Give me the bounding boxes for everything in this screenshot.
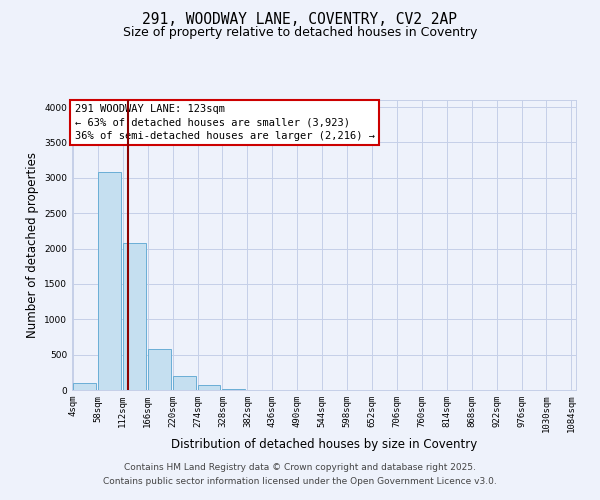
Bar (98, 172, 121, 390)
Text: 291, WOODWAY LANE, COVENTRY, CV2 2AP: 291, WOODWAY LANE, COVENTRY, CV2 2AP (143, 12, 458, 28)
Text: Size of property relative to detached houses in Coventry: Size of property relative to detached ho… (123, 26, 477, 39)
Bar (173, 376, 196, 390)
Bar (148, 349, 170, 390)
Bar (197, 385, 220, 390)
X-axis label: Distribution of detached houses by size in Coventry: Distribution of detached houses by size … (171, 438, 477, 451)
Text: Contains HM Land Registry data © Crown copyright and database right 2025.: Contains HM Land Registry data © Crown c… (124, 464, 476, 472)
Text: 291 WOODWAY LANE: 123sqm
← 63% of detached houses are smaller (3,923)
36% of sem: 291 WOODWAY LANE: 123sqm ← 63% of detach… (74, 104, 374, 141)
Bar (123, 243, 146, 390)
Y-axis label: Number of detached properties: Number of detached properties (26, 152, 38, 338)
Bar (73, 383, 96, 390)
Bar (223, 388, 245, 390)
Text: Contains public sector information licensed under the Open Government Licence v3: Contains public sector information licen… (103, 477, 497, 486)
